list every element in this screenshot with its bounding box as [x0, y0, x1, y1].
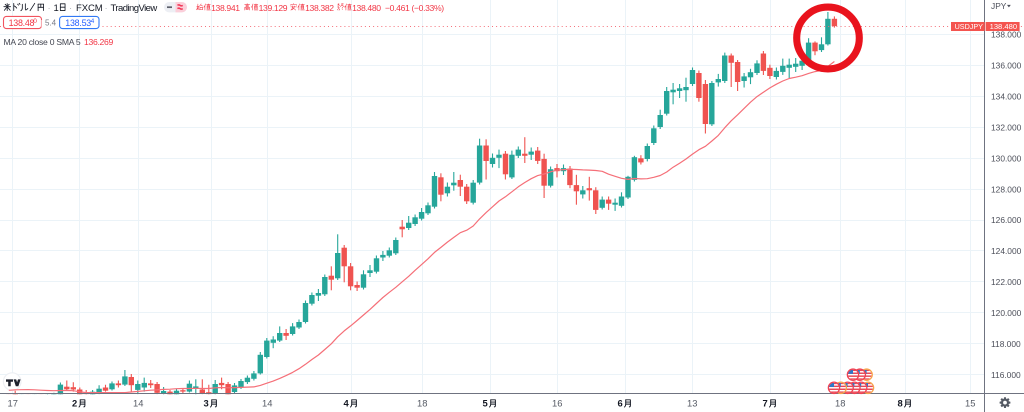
svg-text:138.941: 138.941 [211, 3, 240, 13]
svg-text:136.000: 136.000 [991, 61, 1022, 71]
svg-text:13: 13 [687, 398, 697, 409]
svg-text:FXCM: FXCM [76, 3, 103, 14]
svg-text:TradingView: TradingView [111, 3, 158, 14]
svg-text:·: · [48, 3, 51, 14]
svg-text:138.382: 138.382 [305, 3, 334, 13]
svg-text:128.000: 128.000 [991, 184, 1022, 194]
svg-text:5: 5 [483, 398, 488, 409]
svg-text:118.000: 118.000 [991, 339, 1021, 349]
svg-text:·: · [105, 3, 108, 14]
svg-text:17: 17 [8, 398, 18, 409]
svg-text:7: 7 [763, 398, 768, 409]
svg-text:138.48: 138.48 [9, 18, 35, 28]
svg-text:126.000: 126.000 [991, 215, 1022, 225]
svg-text:130.000: 130.000 [991, 153, 1022, 163]
svg-text:136.269: 136.269 [84, 37, 113, 47]
svg-text:14: 14 [133, 398, 143, 409]
svg-text:2: 2 [72, 398, 77, 409]
svg-text:4: 4 [91, 18, 95, 25]
svg-text:14: 14 [262, 398, 272, 409]
svg-text:1: 1 [54, 3, 59, 14]
svg-text:18: 18 [417, 398, 427, 409]
svg-text:4: 4 [344, 398, 350, 409]
svg-text:−0.461 (−0.33%): −0.461 (−0.33%) [385, 3, 444, 13]
svg-text:16: 16 [552, 398, 562, 409]
svg-text:138.000: 138.000 [991, 30, 1022, 40]
svg-text:18: 18 [835, 398, 845, 409]
svg-text:124.000: 124.000 [991, 246, 1022, 256]
svg-text:MA 20 close 0 SMA 5: MA 20 close 0 SMA 5 [4, 37, 81, 47]
svg-text:5.4: 5.4 [45, 19, 57, 28]
svg-text:·: · [69, 3, 72, 14]
svg-text:8: 8 [898, 398, 903, 409]
svg-text:138.480: 138.480 [352, 3, 381, 13]
svg-text:6: 6 [618, 398, 623, 409]
svg-text:0: 0 [33, 18, 37, 25]
svg-text:15: 15 [965, 398, 975, 409]
svg-text:120.000: 120.000 [991, 308, 1022, 318]
svg-text:134.000: 134.000 [991, 92, 1022, 102]
svg-text:138.53: 138.53 [65, 18, 91, 28]
svg-text:USDJPY: USDJPY [955, 22, 984, 31]
svg-text:122.000: 122.000 [991, 277, 1022, 287]
svg-text:139.129: 139.129 [259, 3, 288, 13]
svg-text:132.000: 132.000 [991, 122, 1022, 132]
svg-text:116.000: 116.000 [991, 370, 1021, 380]
svg-text:3: 3 [204, 398, 209, 409]
svg-text:138.480: 138.480 [990, 22, 1017, 31]
svg-text:JPY: JPY [991, 1, 1007, 11]
